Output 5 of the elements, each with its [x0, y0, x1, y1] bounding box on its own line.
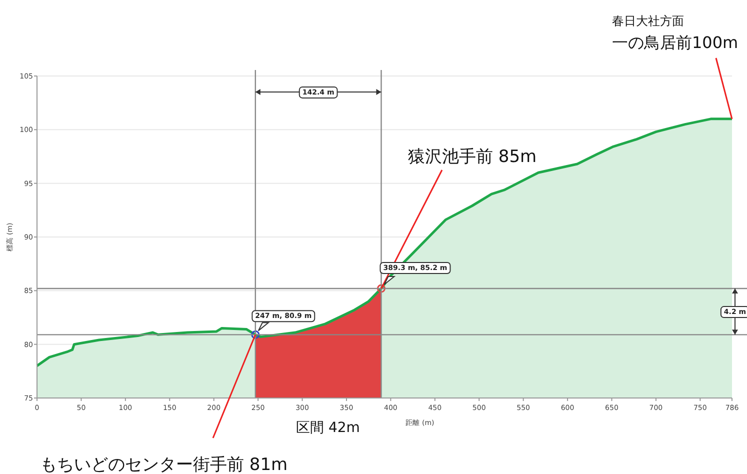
text: 区間 42m [296, 420, 360, 436]
annotation: 猿沢池手前 85m [408, 147, 537, 167]
annotation: もちいどのセンター街手前 81m [40, 455, 288, 474]
annotation: 一の鳥居前100m [612, 33, 738, 52]
text: 春日大社方面 [612, 14, 684, 28]
